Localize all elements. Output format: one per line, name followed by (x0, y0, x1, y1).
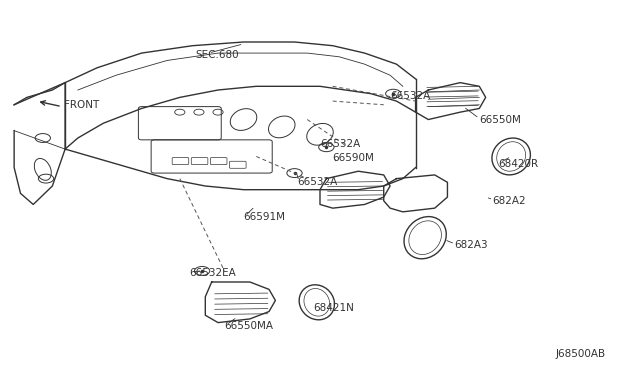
Text: 66550M: 66550M (479, 115, 521, 125)
Text: 682A2: 682A2 (492, 196, 525, 206)
Text: 68421N: 68421N (314, 303, 355, 313)
Text: 66590M: 66590M (333, 153, 374, 163)
Text: 66550MA: 66550MA (225, 321, 273, 331)
Text: 68420R: 68420R (499, 159, 538, 169)
Text: 66591M: 66591M (244, 212, 285, 222)
Text: 66532EA: 66532EA (189, 268, 236, 278)
Text: FRONT: FRONT (64, 100, 99, 110)
Text: SEC.680: SEC.680 (196, 50, 239, 60)
Text: J68500AB: J68500AB (556, 349, 606, 359)
Text: 66532A: 66532A (390, 90, 430, 100)
Text: 66532A: 66532A (298, 177, 338, 187)
Text: 682A3: 682A3 (454, 240, 488, 250)
Text: 66532A: 66532A (320, 138, 360, 148)
